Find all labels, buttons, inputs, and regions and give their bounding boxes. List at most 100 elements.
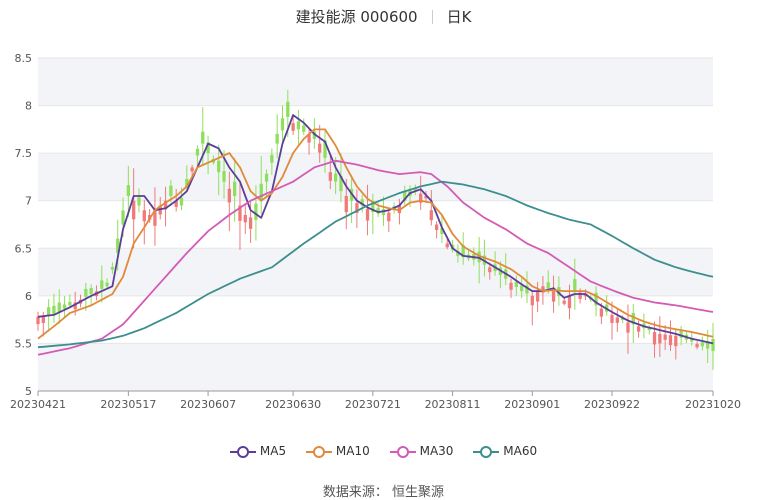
plot-band	[38, 248, 713, 296]
legend-label-ma60: MA60	[503, 444, 538, 458]
legend-item-ma60[interactable]: MA60	[473, 444, 537, 459]
y-tick-label: 7	[25, 195, 32, 208]
candle-body	[626, 322, 630, 333]
candle-body	[41, 316, 45, 323]
x-tick-label: 20230607	[180, 398, 236, 411]
legend-item-ma5[interactable]: MA5	[229, 444, 287, 459]
candle-body	[631, 312, 635, 325]
candle-body	[142, 210, 146, 222]
y-tick-label: 8	[25, 100, 32, 113]
candle-body	[195, 148, 200, 156]
candle-body	[110, 266, 115, 270]
candle-body	[116, 238, 120, 254]
x-tick-label: 20231020	[685, 398, 741, 411]
candle-body	[456, 250, 460, 256]
candle-body	[254, 203, 258, 220]
candle-body	[594, 292, 598, 306]
data-source: 数据来源： 恒生聚源	[322, 485, 445, 500]
line-ma60	[37, 180, 714, 349]
candle-body	[302, 125, 306, 132]
candle-body	[434, 224, 439, 230]
candle-body	[711, 338, 715, 352]
candle-body	[89, 288, 93, 294]
candle-body	[387, 212, 391, 222]
x-tick-label: 20230721	[345, 398, 401, 411]
candle-body	[243, 214, 247, 223]
candle-body	[573, 279, 577, 292]
stock-name-code: 建投能源 000600	[295, 8, 418, 26]
candle-body	[440, 227, 444, 235]
candle-body	[551, 291, 556, 302]
candle-body	[153, 210, 157, 226]
candle-body	[429, 210, 433, 221]
candle-body	[57, 302, 61, 312]
candle-body	[163, 200, 168, 210]
candle-body	[365, 208, 370, 221]
candle-body	[652, 332, 657, 345]
candle-body	[541, 286, 545, 293]
legend-ma10-icon	[305, 445, 332, 458]
candle-body	[695, 343, 699, 348]
candle-body	[270, 154, 274, 163]
candle-body	[100, 280, 104, 289]
candle-body	[36, 316, 40, 325]
candle-body	[344, 195, 348, 213]
candle-body	[658, 333, 662, 344]
legend-ma30-icon	[389, 445, 416, 458]
candle-body	[535, 291, 540, 302]
candle-body	[233, 181, 237, 196]
candle-body	[121, 210, 125, 225]
x-tick-label: 20230922	[584, 398, 640, 411]
candle-body	[238, 205, 242, 221]
candle-body	[371, 200, 375, 213]
plot-band	[38, 343, 713, 391]
candle-body	[668, 335, 673, 346]
candle-body	[286, 101, 290, 117]
candle-body	[615, 317, 619, 323]
line-ma5	[37, 114, 714, 345]
candle-body	[222, 171, 226, 182]
x-tick-label: 20230517	[100, 398, 156, 411]
candle-body	[413, 187, 418, 192]
candle-body	[137, 197, 141, 206]
candle-body	[318, 143, 322, 153]
candle-body	[530, 295, 534, 306]
candle-body	[217, 160, 221, 173]
candle-body	[105, 282, 109, 287]
candle-body	[46, 307, 51, 316]
candle-body	[291, 123, 295, 131]
candle-body	[636, 326, 641, 332]
y-tick-label: 8.5	[15, 52, 33, 65]
candle-body	[679, 330, 683, 338]
legend-item-ma30[interactable]: MA30	[389, 444, 453, 459]
candle-body	[674, 335, 678, 347]
legend-item-ma10[interactable]: MA10	[305, 444, 370, 459]
x-tick-label: 20230421	[10, 398, 66, 411]
candle-body	[403, 191, 407, 201]
legend-label-ma5: MA5	[259, 444, 287, 458]
candle-body	[333, 173, 338, 182]
candle-body	[424, 195, 428, 199]
y-tick-label: 5.5	[15, 337, 33, 350]
y-tick-label: 7.5	[15, 147, 33, 160]
candle-body	[509, 282, 513, 290]
y-tick-label: 6.5	[15, 242, 33, 255]
line-ma30	[37, 159, 714, 356]
candle-body	[307, 134, 311, 143]
x-tick-label: 20230811	[425, 398, 481, 411]
candle-body	[599, 308, 604, 317]
line-ma10	[37, 128, 714, 340]
candle-body	[296, 121, 301, 130]
legend-label-ma10: MA10	[335, 444, 370, 458]
period-label: 日K	[446, 8, 472, 26]
candle-body	[328, 172, 332, 181]
candle-body	[62, 304, 67, 309]
candle-body	[546, 282, 550, 289]
candle-body	[185, 178, 189, 187]
candle-body	[514, 281, 518, 287]
candle-body	[445, 243, 449, 248]
candle-body	[461, 245, 465, 258]
candle-body	[360, 199, 364, 206]
candle-body	[647, 327, 651, 331]
